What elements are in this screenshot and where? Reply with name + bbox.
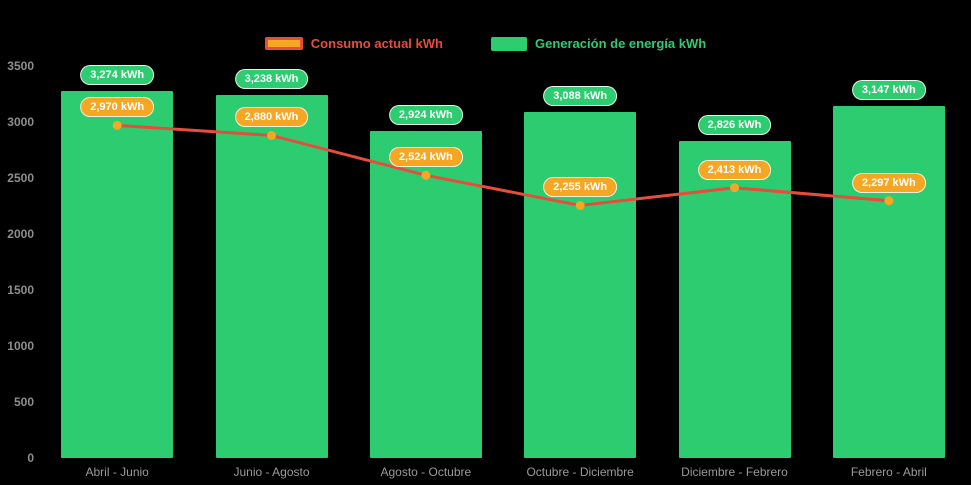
x-axis-category-label: Octubre - Diciembre — [526, 465, 634, 479]
generation-bar[interactable] — [832, 105, 945, 458]
legend-item-consumption[interactable]: Consumo actual kWh — [264, 36, 443, 51]
consumption-value-badge: 2,297 kWh — [851, 172, 926, 193]
generation-value-badge: 3,088 kWh — [543, 86, 618, 107]
consumption-legend-swatch-icon — [264, 37, 303, 50]
consumption-value-badge: 2,255 kWh — [543, 177, 618, 198]
consumption-value-badge: 2,413 kWh — [697, 159, 772, 180]
generation-legend-label: Generación de energía kWh — [534, 36, 707, 51]
chart-legend: Consumo actual kWh Generación de energía… — [0, 36, 971, 51]
generation-legend-swatch-icon — [490, 36, 527, 51]
x-axis-category-label: Junio - Agosto — [233, 465, 310, 479]
x-axis-category-label: Diciembre - Febrero — [681, 465, 788, 479]
y-axis-tick-label: 2500 — [7, 171, 34, 185]
consumption-value-badge: 2,524 kWh — [388, 147, 463, 168]
generation-value-badge: 2,924 kWh — [388, 104, 463, 125]
generation-bar[interactable] — [678, 141, 791, 458]
consumption-value-badge: 2,880 kWh — [234, 107, 309, 128]
generation-bar[interactable] — [369, 130, 482, 458]
generation-bar[interactable] — [215, 95, 328, 458]
consumption-legend-label: Consumo actual kWh — [310, 36, 443, 51]
consumption-value-badge: 2,970 kWh — [80, 97, 155, 118]
x-axis-category-label: Agosto - Octubre — [380, 465, 472, 479]
y-axis-tick-label: 500 — [13, 395, 34, 409]
generation-value-badge: 2,826 kWh — [697, 115, 772, 136]
generation-value-badge: 3,238 kWh — [234, 69, 309, 90]
x-axis-category-label: Febrero - Abril — [850, 465, 927, 479]
x-axis-category-label: Abril - Junio — [85, 465, 149, 479]
generation-bar[interactable] — [61, 91, 174, 458]
y-axis-tick-label: 3000 — [7, 115, 34, 129]
y-axis-tick-label: 2000 — [7, 227, 34, 241]
generation-value-badge: 3,147 kWh — [851, 79, 926, 100]
y-axis-tick-label: 0 — [27, 451, 34, 465]
y-axis-tick-label: 1500 — [7, 283, 34, 297]
generation-bar[interactable] — [524, 112, 637, 458]
y-axis-tick-label: 3500 — [7, 59, 34, 73]
generation-value-badge: 3,274 kWh — [80, 65, 155, 86]
legend-item-generation[interactable]: Generación de energía kWh — [490, 36, 707, 51]
y-axis-tick-label: 1000 — [7, 339, 34, 353]
